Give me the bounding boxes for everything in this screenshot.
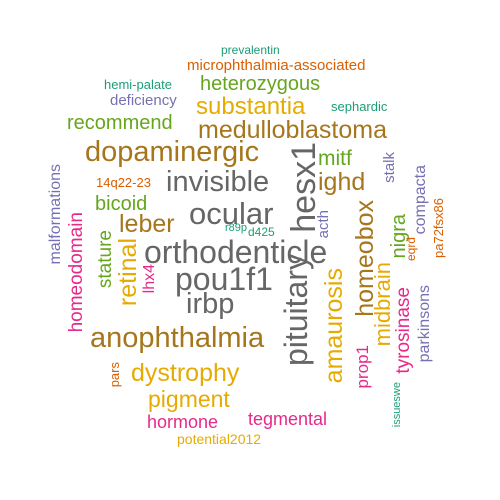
word: d425 xyxy=(248,225,275,239)
word: compacta xyxy=(412,165,429,235)
word: pituitary xyxy=(278,254,314,367)
word: deficiency xyxy=(110,92,177,109)
word: prevalentin xyxy=(221,43,280,57)
word: pa72fsx86 xyxy=(431,198,446,258)
word: malformations xyxy=(47,164,64,265)
word: 14q22-23 xyxy=(96,175,151,190)
word: recommend xyxy=(67,112,173,134)
word: pars xyxy=(107,362,122,388)
word: parkinsons xyxy=(416,285,433,363)
word: stalk xyxy=(381,152,398,183)
word: substantia xyxy=(196,93,306,120)
word: amaurosis xyxy=(320,268,348,384)
word: midbrain xyxy=(370,262,395,347)
word: dystrophy xyxy=(131,359,240,387)
word: invisible xyxy=(166,166,270,198)
word: stature xyxy=(95,230,116,289)
word: ighd xyxy=(318,168,366,196)
word: bicoid xyxy=(95,193,148,215)
word: r89p xyxy=(225,222,248,234)
word: pou1f1 xyxy=(175,261,273,297)
word: issueswe xyxy=(391,382,403,428)
word: microphthalmia-associated xyxy=(187,57,366,74)
word: mitf xyxy=(318,147,352,170)
word: ocular xyxy=(189,196,274,231)
word: orthodenticle xyxy=(144,234,328,270)
word: prop1 xyxy=(353,345,372,389)
word: hormone xyxy=(147,412,219,432)
word: heterozygous xyxy=(200,73,321,95)
word: homeodomain xyxy=(66,212,87,333)
word: leber xyxy=(119,210,175,238)
word: tyrosinase xyxy=(393,287,414,374)
word: irbp xyxy=(186,288,235,320)
word: medulloblastoma xyxy=(198,116,387,144)
word: sephardic xyxy=(331,99,388,114)
word: hemi-palate xyxy=(104,77,172,92)
word: anophthalmia xyxy=(90,322,265,354)
word: pigment xyxy=(148,386,230,412)
word: retinal xyxy=(114,238,142,307)
word: tegmental xyxy=(248,409,328,429)
word: lhx4 xyxy=(141,264,158,294)
word: eqrd xyxy=(404,237,418,262)
word: potential2012 xyxy=(177,431,262,447)
word: dopaminergic xyxy=(85,136,260,168)
